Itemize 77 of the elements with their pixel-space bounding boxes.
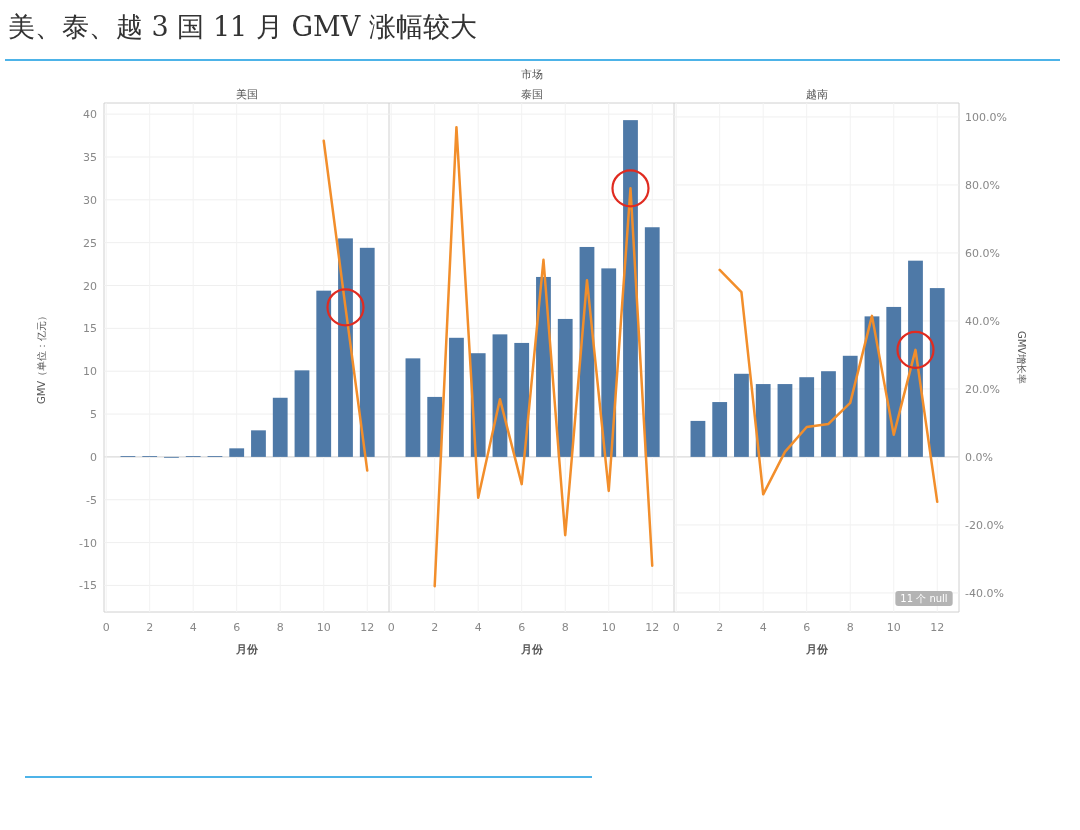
y-tick-label: 0 — [90, 450, 97, 464]
y-tick-label: 20 — [83, 279, 97, 293]
x-tick-label: 10 — [601, 621, 616, 634]
y2-tick-label: -20.0% — [965, 518, 1004, 532]
x-tick-label: 12 — [645, 621, 660, 634]
bar — [712, 402, 728, 457]
bar — [734, 373, 749, 457]
x-axis-title: 月份 — [234, 643, 259, 656]
y-tick-label: -5 — [86, 493, 97, 507]
bar — [316, 290, 332, 457]
y2-tick-label: 100.0% — [965, 110, 1007, 124]
x-tick-label: 8 — [276, 621, 284, 634]
x-tick-label: 4 — [759, 621, 767, 634]
y-tick-label: -15 — [79, 579, 97, 593]
chart-title: 泰国 — [520, 88, 543, 101]
bar — [777, 384, 793, 457]
text: 美、泰、越 3 国 11 月 GMV 涨幅较大 — [8, 11, 477, 42]
bar — [799, 377, 815, 457]
x-tick-label: 6 — [233, 621, 241, 634]
y-tick-label: 40 — [83, 108, 97, 122]
x-axis-title: 月份 — [519, 643, 544, 656]
bar — [229, 448, 245, 457]
y-tick-label: 25 — [83, 236, 97, 250]
y2-axis-title: GMV增长率 — [1016, 330, 1027, 385]
bar — [514, 342, 530, 457]
text: 市场 — [520, 68, 543, 81]
y-axis-title: GMV（单位：亿元） — [36, 310, 47, 405]
y-tick-label: 5 — [90, 408, 97, 422]
x-tick-label: 6 — [518, 621, 526, 634]
bar — [886, 306, 902, 457]
bar — [755, 384, 771, 457]
y-tick-label: 10 — [83, 365, 97, 379]
bar — [359, 247, 375, 457]
y-tick-label: 15 — [83, 322, 97, 336]
y-tick-label: 30 — [83, 193, 97, 207]
x-tick-label: 12 — [930, 621, 945, 634]
chart-title: 越南 — [805, 88, 828, 101]
line-series — [718, 268, 939, 504]
bar — [294, 370, 310, 457]
y2-tick-label: -40.0% — [965, 586, 1004, 600]
x-tick-label: 4 — [189, 621, 197, 634]
bar — [690, 420, 706, 457]
bar — [644, 227, 660, 457]
x-tick-label: 0 — [387, 621, 395, 634]
y2-tick-label: 20.0% — [965, 382, 1000, 396]
y2-tick-label: 40.0% — [965, 314, 1000, 328]
y2-tick-label: 0.0% — [965, 450, 993, 464]
x-tick-label: 10 — [886, 621, 901, 634]
x-tick-label: 8 — [846, 621, 854, 634]
bar — [557, 318, 573, 457]
x-tick-label: 2 — [146, 621, 154, 634]
annotation: 11 个 null — [900, 593, 948, 604]
bar — [251, 430, 266, 457]
bar — [272, 397, 288, 457]
x-tick-label: 2 — [716, 621, 724, 634]
x-axis-title: 月份 — [804, 643, 829, 656]
x-tick-label: 2 — [431, 621, 439, 634]
bar — [842, 355, 858, 457]
x-tick-label: 0 — [672, 621, 680, 634]
y-tick-label: -10 — [79, 536, 97, 550]
bar — [449, 337, 464, 457]
x-tick-label: 10 — [316, 621, 331, 634]
x-tick-label: 12 — [360, 621, 375, 634]
x-tick-label: 6 — [803, 621, 811, 634]
x-tick-label: 0 — [102, 621, 110, 634]
bar — [908, 260, 923, 457]
chart-title: 美国 — [235, 88, 258, 101]
y2-tick-label: 60.0% — [965, 246, 1000, 260]
bar — [929, 288, 945, 457]
x-tick-label: 8 — [561, 621, 569, 634]
x-tick-label: 4 — [474, 621, 482, 634]
y-tick-label: 35 — [83, 150, 97, 164]
bar — [601, 268, 617, 457]
bar — [821, 371, 836, 457]
bar — [405, 358, 421, 457]
y2-tick-label: 80.0% — [965, 178, 1000, 192]
bar — [427, 396, 443, 457]
